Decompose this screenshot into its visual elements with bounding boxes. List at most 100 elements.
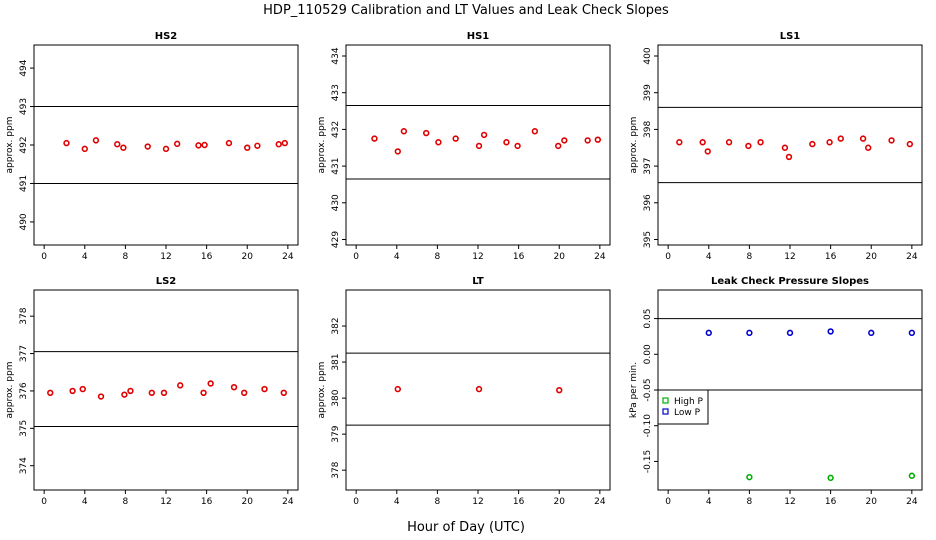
data-point-hs2-hs2-14 [281, 139, 288, 147]
data-point-ls2-ls2-4 [121, 391, 128, 398]
data-point-leak-check-pressure-slopes-low-p-3 [827, 328, 834, 335]
data-point-hs2-hs2-9 [201, 141, 208, 149]
panel-leak-check-pressure-slopes: Leak Check Pressure Slopes 0 4 8 12 16 20 24 -0.… [629, 276, 923, 507]
data-point-ls2-ls2-6 [148, 389, 155, 397]
y-tick-label-ls2-0: 374 [19, 457, 29, 474]
panel-ls2: LS2 0 4 8 12 16 20 24 374 375 376 377 378 approx. ppm [5, 276, 299, 507]
x-tick-label-ls1-12: 12 [784, 252, 795, 262]
panel-title-ls2: LS2 [156, 276, 177, 287]
x-tick-label-lt-24: 24 [594, 497, 606, 507]
x-tick-label-lt-8: 8 [435, 497, 441, 507]
data-point-ls1-ls1-6 [781, 144, 789, 151]
data-point-hs2-hs2-3 [114, 141, 121, 148]
x-tick-label-lt-0: 0 [353, 497, 359, 507]
data-point-hs1-hs1-0 [371, 135, 378, 142]
y-tick-label-leak-check-pressure-slopes-3: 0.00 [643, 344, 653, 364]
panel-title-leak-check-pressure-slopes: Leak Check Pressure Slopes [711, 276, 869, 287]
data-point-hs2-hs2-1 [81, 145, 88, 153]
y-tick-label-ls1-0: 395 [643, 231, 653, 248]
y-tick-label-hs2-4: 494 [19, 59, 29, 76]
y-tick-label-leak-check-pressure-slopes-4: 0.05 [643, 309, 653, 329]
data-point-hs2-hs2-12 [254, 142, 261, 149]
data-point-ls1-ls1-14 [906, 140, 914, 148]
x-tick-label-lt-16: 16 [513, 497, 525, 507]
legend-label-low-p: Low P [674, 408, 701, 418]
data-point-hs2-hs2-10 [225, 139, 233, 147]
panel-title-lt: LT [472, 276, 484, 287]
x-tick-label-hs1-16: 16 [513, 252, 525, 262]
x-tick-label-leak-check-pressure-slopes-20: 20 [866, 497, 878, 507]
plot-frame-lt [345, 289, 611, 491]
data-point-ls1-ls1-12 [864, 144, 872, 151]
data-point-ls2-ls2-2 [79, 385, 86, 393]
y-tick-label-hs1-1: 430 [331, 194, 341, 211]
data-point-hs2-hs2-13 [275, 141, 282, 148]
x-tick-label-leak-check-pressure-slopes-16: 16 [825, 497, 837, 507]
data-point-ls2-ls2-8 [177, 382, 184, 389]
data-point-ls1-ls1-10 [837, 135, 844, 142]
data-point-hs1-hs1-4 [435, 139, 442, 146]
y-tick-label-hs1-5: 434 [331, 47, 341, 64]
y-axis-label-leak-check-pressure-slopes: kPa per min. [629, 362, 639, 418]
x-tick-label-hs1-24: 24 [594, 252, 606, 262]
y-tick-label-lt-1: 379 [331, 425, 341, 442]
y-axis-label-lt: approx. ppm [317, 362, 327, 419]
x-tick-label-hs1-4: 4 [394, 252, 400, 262]
panel-lt: LT 0 4 8 12 16 20 24 378 379 380 381 382 approx. ppm [317, 276, 611, 507]
x-tick-label-ls1-16: 16 [825, 252, 837, 262]
x-tick-label-ls1-4: 4 [706, 252, 712, 262]
y-tick-label-hs2-3: 493 [19, 98, 29, 115]
data-point-hs2-hs2-6 [162, 145, 170, 153]
x-tick-label-ls2-4: 4 [82, 497, 88, 507]
data-point-lt-lt-1 [475, 385, 483, 393]
y-tick-label-ls1-1: 396 [643, 194, 653, 211]
y-tick-label-hs1-0: 429 [331, 231, 341, 248]
x-tick-label-ls1-20: 20 [866, 252, 878, 262]
x-tick-label-leak-check-pressure-slopes-12: 12 [784, 497, 795, 507]
data-point-hs2-hs2-5 [144, 143, 151, 150]
panel-title-hs2: HS2 [155, 31, 178, 42]
x-tick-label-ls2-0: 0 [41, 497, 47, 507]
legend-box-leak-check-pressure-slopes [657, 389, 709, 425]
plot-frame-ls1 [657, 44, 923, 246]
data-point-hs2-hs2-8 [195, 142, 202, 149]
data-point-ls1-ls1-13 [888, 137, 895, 144]
data-point-hs1-hs1-7 [480, 131, 488, 139]
x-tick-label-leak-check-pressure-slopes-0: 0 [665, 497, 671, 507]
x-tick-label-ls1-0: 0 [665, 252, 671, 262]
x-tick-label-ls2-12: 12 [160, 497, 171, 507]
y-tick-label-lt-3: 381 [331, 353, 341, 370]
y-tick-label-ls1-4: 399 [643, 84, 653, 101]
data-point-ls1-ls1-1 [699, 139, 706, 146]
data-point-hs1-hs1-11 [555, 142, 562, 150]
panel-hs2: HS2 0 4 8 12 16 20 24 490 491 492 493 494 approx. ppm [5, 31, 299, 262]
data-point-leak-check-pressure-slopes-low-p-0 [705, 329, 712, 337]
data-point-hs1-hs1-8 [503, 139, 510, 146]
data-point-leak-check-pressure-slopes-low-p-5 [908, 329, 916, 337]
data-point-lt-lt-0 [394, 385, 401, 393]
legend-label-high-p: High P [674, 397, 704, 407]
x-tick-label-hs1-0: 0 [353, 252, 359, 262]
x-tick-label-hs2-20: 20 [242, 252, 254, 262]
x-tick-label-hs2-24: 24 [282, 252, 294, 262]
x-tick-label-ls1-8: 8 [747, 252, 753, 262]
y-tick-label-ls2-4: 378 [19, 307, 29, 324]
data-point-hs1-hs1-10 [531, 128, 539, 135]
data-point-leak-check-pressure-slopes-high-p-2 [908, 472, 916, 479]
x-tick-label-lt-20: 20 [554, 497, 566, 507]
y-tick-label-ls1-2: 397 [643, 158, 653, 175]
y-tick-label-ls1-3: 398 [643, 121, 653, 138]
data-point-ls1-ls1-11 [859, 135, 867, 142]
data-point-ls1-ls1-4 [745, 142, 752, 150]
data-point-ls2-ls2-12 [240, 389, 248, 397]
x-tick-label-hs1-20: 20 [554, 252, 566, 262]
x-tick-label-ls1-24: 24 [906, 252, 918, 262]
plot-frame-hs1 [345, 44, 611, 246]
data-point-ls2-ls2-0 [47, 389, 54, 397]
x-tick-label-leak-check-pressure-slopes-4: 4 [706, 497, 712, 507]
y-tick-label-hs2-0: 490 [19, 213, 29, 230]
data-point-ls1-ls1-8 [809, 140, 816, 148]
data-point-lt-lt-2 [556, 386, 563, 394]
